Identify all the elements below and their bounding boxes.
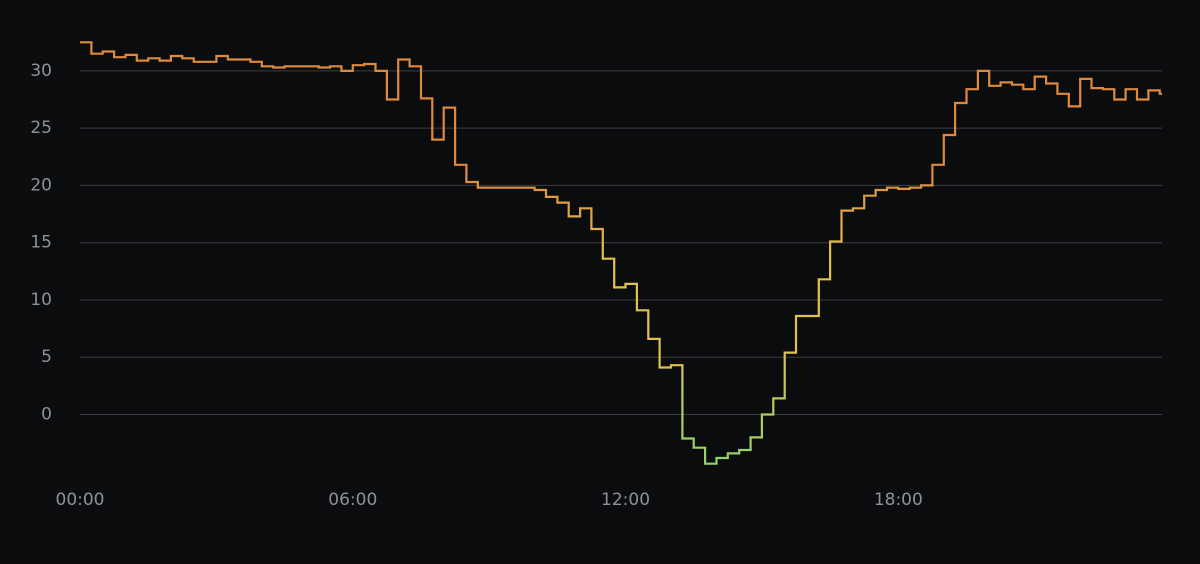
series-line-0 <box>80 41 1162 465</box>
y-tick-label: 30 <box>30 61 52 81</box>
series-layer <box>80 41 1162 465</box>
x-tick-label: 12:00 <box>601 490 650 510</box>
y-tick-label: 5 <box>41 347 52 367</box>
y-tick-label: 15 <box>30 233 52 253</box>
y-tick-label: 10 <box>30 290 52 310</box>
x-tick-label: 00:00 <box>56 490 105 510</box>
y-axis-labels: 0 5 10 15 20 25 30 <box>30 61 52 425</box>
x-axis-labels: 00:00 06:00 12:00 18:00 <box>56 490 923 510</box>
x-tick-label: 18:00 <box>874 490 923 510</box>
y-tick-label: 20 <box>30 175 52 195</box>
y-tick-label: 25 <box>30 118 52 138</box>
x-tick-label: 06:00 <box>328 490 377 510</box>
y-tick-label: 0 <box>41 404 52 424</box>
grid-layer <box>80 70 1162 415</box>
